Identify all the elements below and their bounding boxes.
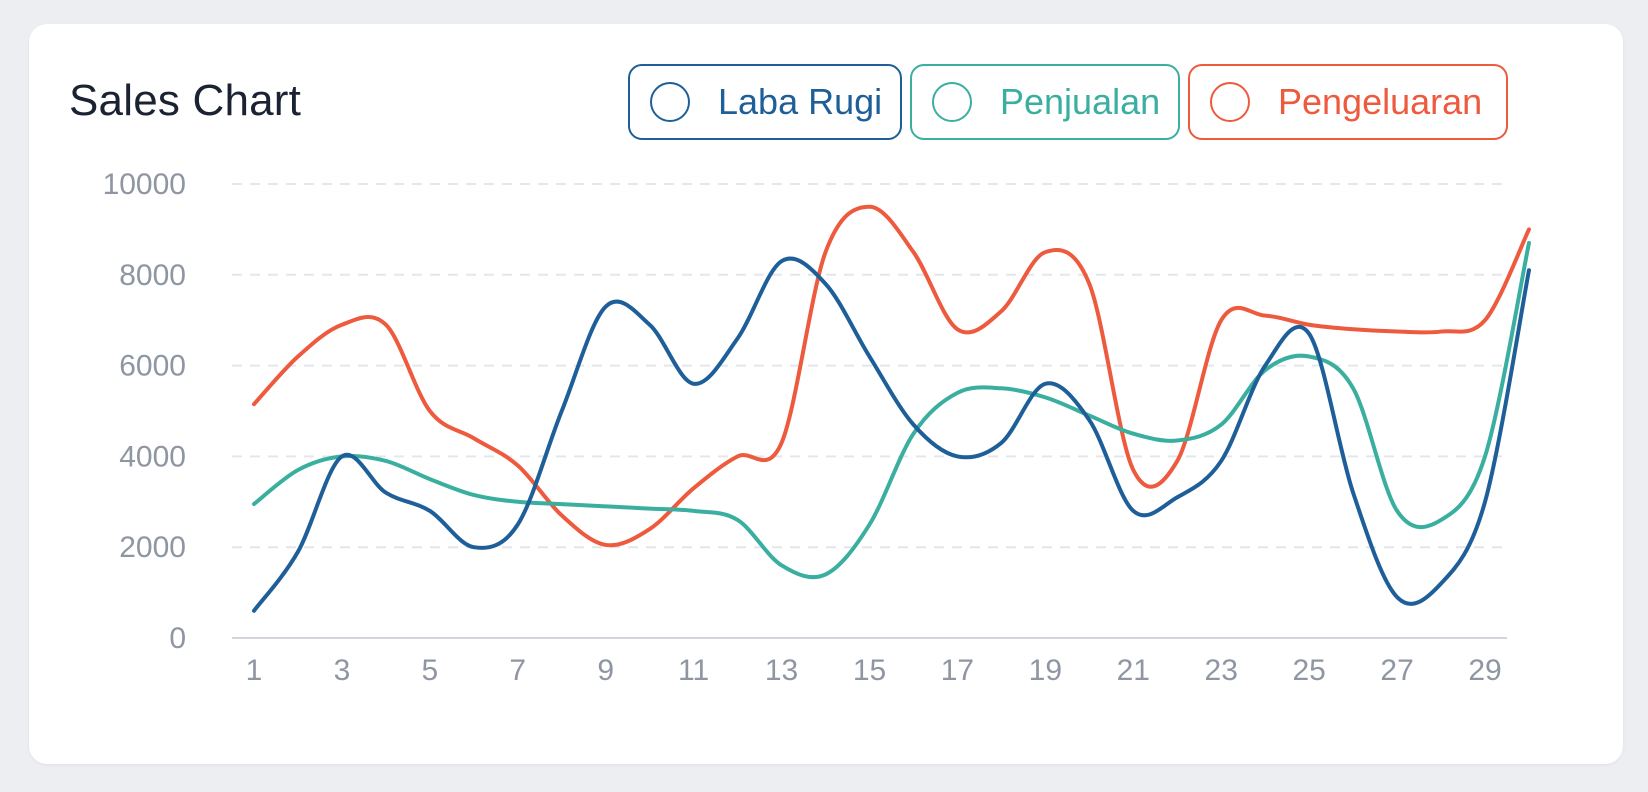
y-tick-label: 4000 — [119, 440, 186, 473]
y-tick-label: 8000 — [119, 259, 186, 292]
x-tick-label: 5 — [422, 654, 439, 687]
x-tick-label: 1 — [246, 654, 263, 687]
x-tick-label: 11 — [678, 654, 709, 687]
legend-label: Laba Rugi — [718, 81, 883, 122]
x-tick-label: 15 — [853, 654, 886, 687]
x-tick-label: 23 — [1205, 654, 1238, 687]
x-tick-label: 3 — [334, 654, 351, 687]
legend-label: Pengeluaran — [1278, 81, 1483, 122]
y-tick-label: 6000 — [119, 350, 186, 383]
x-tick-label: 29 — [1468, 654, 1501, 687]
legend-item-penjualan[interactable]: Penjualan — [910, 64, 1180, 140]
x-tick-label: 7 — [509, 654, 526, 687]
series-line-pengeluaran — [251, 204, 1531, 548]
x-tick-label: 13 — [765, 654, 798, 687]
sales-chart-card: Sales Chart Laba Rugi Penjualan Pengelua… — [29, 24, 1623, 764]
legend-item-pengeluaran[interactable]: Pengeluaran — [1188, 64, 1508, 140]
series-line-laba-rugi — [251, 256, 1531, 613]
series-line-penjualan — [251, 241, 1531, 580]
chart-grid — [232, 183, 1507, 549]
y-tick-label: 2000 — [119, 531, 186, 564]
x-tick-label: 9 — [597, 654, 614, 687]
chart-title: Sales Chart — [69, 76, 302, 125]
legend-label: Penjualan — [1000, 81, 1161, 122]
x-tick-label: 19 — [1029, 654, 1062, 687]
x-tick-label: 27 — [1380, 654, 1413, 687]
legend-circle-icon — [650, 82, 690, 122]
legend-circle-icon — [1210, 82, 1250, 122]
legend-circle-icon — [932, 82, 972, 122]
legend-item-laba-rugi[interactable]: Laba Rugi — [628, 64, 902, 140]
y-tick-label: 0 — [169, 622, 186, 655]
y-tick-label: 10000 — [103, 168, 186, 201]
x-tick-label: 25 — [1292, 654, 1325, 687]
x-tick-label: 17 — [941, 654, 974, 687]
chart-series — [251, 204, 1531, 613]
x-tick-label: 21 — [1117, 654, 1150, 687]
